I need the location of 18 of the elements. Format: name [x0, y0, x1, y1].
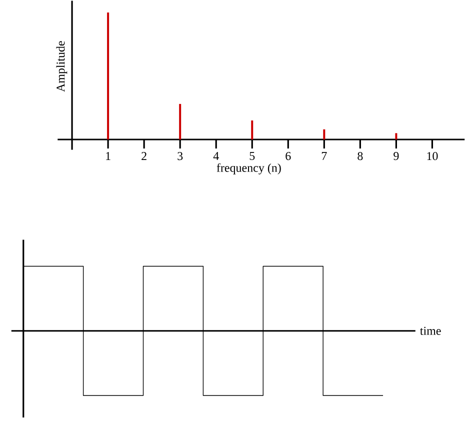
- x-tick-label: 10: [427, 152, 438, 160]
- y-axis-title: Amplitude: [56, 41, 68, 92]
- x-tick-label: 2: [142, 152, 146, 160]
- bar: [179, 104, 182, 140]
- bar: [323, 129, 326, 140]
- bar: [107, 12, 110, 140]
- bar: [395, 133, 398, 140]
- x-tick-label: 9: [394, 152, 399, 160]
- x-tick-label: 7: [322, 152, 327, 160]
- x-axis-title: time: [420, 326, 441, 336]
- x-tick-label: 6: [286, 152, 291, 160]
- x-tick-label: 8: [358, 152, 363, 160]
- x-axis-title: frequency (n): [216, 163, 281, 174]
- x-tick-label: 3: [178, 152, 183, 160]
- x-tick-label: 1: [106, 152, 110, 160]
- x-tick-label: 4: [213, 152, 219, 160]
- bar: [251, 120, 254, 140]
- x-tick-label: 5: [250, 152, 255, 160]
